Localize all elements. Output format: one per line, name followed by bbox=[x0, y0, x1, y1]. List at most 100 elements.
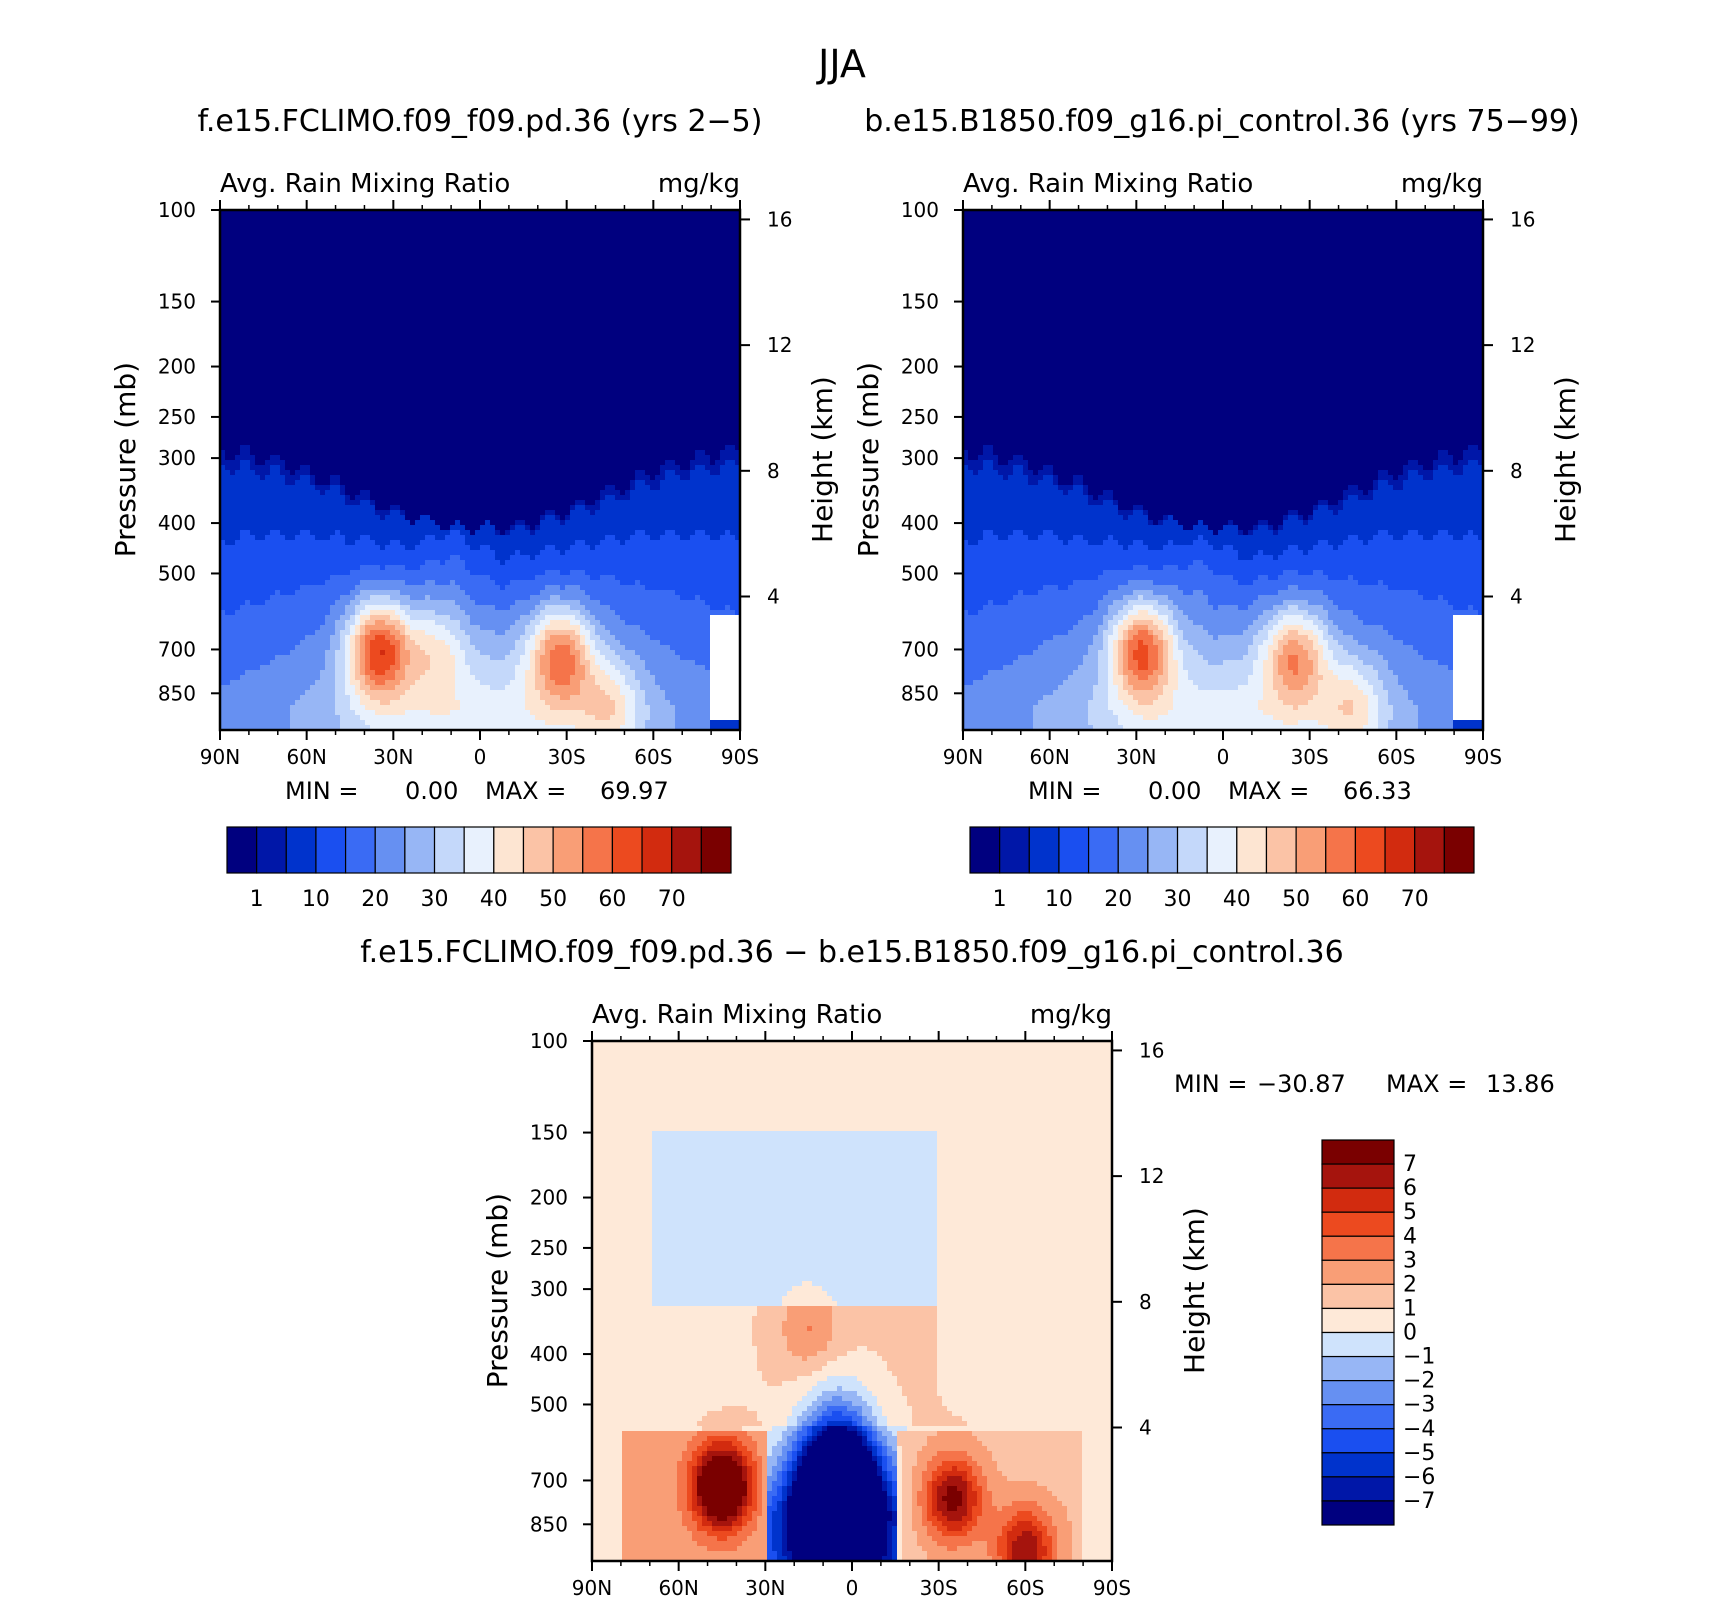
contour-cell bbox=[280, 255, 286, 261]
contour-cell bbox=[615, 290, 621, 296]
contour-cell bbox=[480, 365, 486, 371]
contour-cell bbox=[460, 340, 466, 346]
contour-cell bbox=[675, 375, 681, 381]
contour-cell bbox=[680, 330, 686, 336]
contour-cell bbox=[495, 310, 501, 316]
contour-cell bbox=[310, 370, 316, 376]
contour-cell bbox=[370, 425, 376, 431]
contour-cell bbox=[445, 440, 451, 446]
contour-cell bbox=[325, 270, 331, 276]
contour-cell bbox=[440, 430, 446, 436]
contour-cell bbox=[265, 320, 271, 326]
contour-cell bbox=[690, 260, 696, 266]
contour-cell bbox=[320, 400, 326, 406]
contour-cell bbox=[225, 440, 231, 446]
contour-cell bbox=[385, 285, 391, 291]
contour-cell bbox=[455, 410, 461, 416]
contour-cell bbox=[530, 405, 536, 411]
contour-cell bbox=[565, 410, 571, 416]
contour-cell bbox=[660, 295, 666, 301]
contour-cell bbox=[695, 280, 701, 286]
contour-cell bbox=[570, 330, 576, 336]
contour-cell bbox=[500, 440, 506, 446]
contour-cell bbox=[450, 235, 456, 241]
contour-cell bbox=[590, 270, 596, 276]
contour-cell bbox=[425, 250, 431, 256]
contour-cell bbox=[410, 290, 416, 296]
contour-cell bbox=[315, 410, 321, 416]
contour-cell bbox=[480, 215, 486, 221]
contour-cell bbox=[465, 260, 471, 266]
contour-cell bbox=[665, 335, 671, 341]
contour-cell bbox=[310, 445, 316, 451]
contour-cell bbox=[455, 350, 461, 356]
contour-cell bbox=[630, 230, 636, 236]
contour-cell bbox=[645, 305, 651, 311]
contour-cell bbox=[425, 260, 431, 266]
contour-cell bbox=[655, 355, 661, 361]
contour-cell bbox=[225, 400, 231, 406]
contour-cell bbox=[665, 410, 671, 416]
contour-cell bbox=[580, 380, 586, 386]
contour-cell bbox=[355, 380, 361, 386]
contour-cell bbox=[710, 365, 716, 371]
contour-cell bbox=[635, 280, 641, 286]
contour-cell bbox=[530, 375, 536, 381]
contour-cell bbox=[315, 275, 321, 281]
contour-cell bbox=[245, 390, 251, 396]
contour-cell bbox=[525, 360, 531, 366]
contour-cell bbox=[530, 385, 536, 391]
contour-cell bbox=[645, 440, 651, 446]
contour-cell bbox=[620, 225, 626, 231]
contour-cell bbox=[565, 295, 571, 301]
contour-cell bbox=[340, 420, 346, 426]
contour-cell bbox=[690, 270, 696, 276]
contour-cell bbox=[660, 255, 666, 261]
contour-cell bbox=[640, 365, 646, 371]
contour-cell bbox=[495, 435, 501, 441]
contour-cell bbox=[455, 430, 461, 436]
contour-cell bbox=[420, 415, 426, 421]
contour-cell bbox=[240, 430, 246, 436]
contour-cell bbox=[515, 430, 521, 436]
contour-cell bbox=[230, 445, 236, 451]
contour-cell bbox=[280, 265, 286, 271]
contour-cell bbox=[610, 310, 616, 316]
contour-cell bbox=[545, 280, 551, 286]
contour-cell bbox=[440, 225, 446, 231]
contour-cell bbox=[265, 325, 271, 331]
contour-cell bbox=[710, 445, 716, 451]
contour-cell bbox=[725, 310, 731, 316]
contour-cell bbox=[665, 395, 671, 401]
contour-cell bbox=[685, 280, 691, 286]
contour-cell bbox=[335, 235, 341, 241]
contour-cell bbox=[635, 305, 641, 311]
contour-cell bbox=[550, 235, 556, 241]
contour-cell bbox=[295, 440, 301, 446]
contour-cell bbox=[500, 340, 506, 346]
contour-cell bbox=[535, 375, 541, 381]
contour-cell bbox=[525, 390, 531, 396]
contour-cell bbox=[695, 400, 701, 406]
contour-cell bbox=[540, 290, 546, 296]
contour-cell bbox=[600, 280, 606, 286]
contour-cell bbox=[280, 420, 286, 426]
contour-cell bbox=[465, 340, 471, 346]
contour-cell bbox=[290, 275, 296, 281]
contour-cell bbox=[460, 235, 466, 241]
contour-cell bbox=[685, 255, 691, 261]
contour-cell bbox=[395, 355, 401, 361]
contour-cell bbox=[710, 290, 716, 296]
contour-cell bbox=[520, 335, 526, 341]
contour-cell bbox=[555, 350, 561, 356]
contour-cell bbox=[680, 425, 686, 431]
contour-cell bbox=[260, 435, 266, 441]
contour-cell bbox=[600, 230, 606, 236]
contour-cell bbox=[425, 435, 431, 441]
contour-cell bbox=[235, 215, 241, 221]
contour-cell bbox=[720, 230, 726, 236]
contour-cell bbox=[435, 275, 441, 281]
contour-cell bbox=[690, 240, 696, 246]
contour-cell bbox=[345, 375, 351, 381]
